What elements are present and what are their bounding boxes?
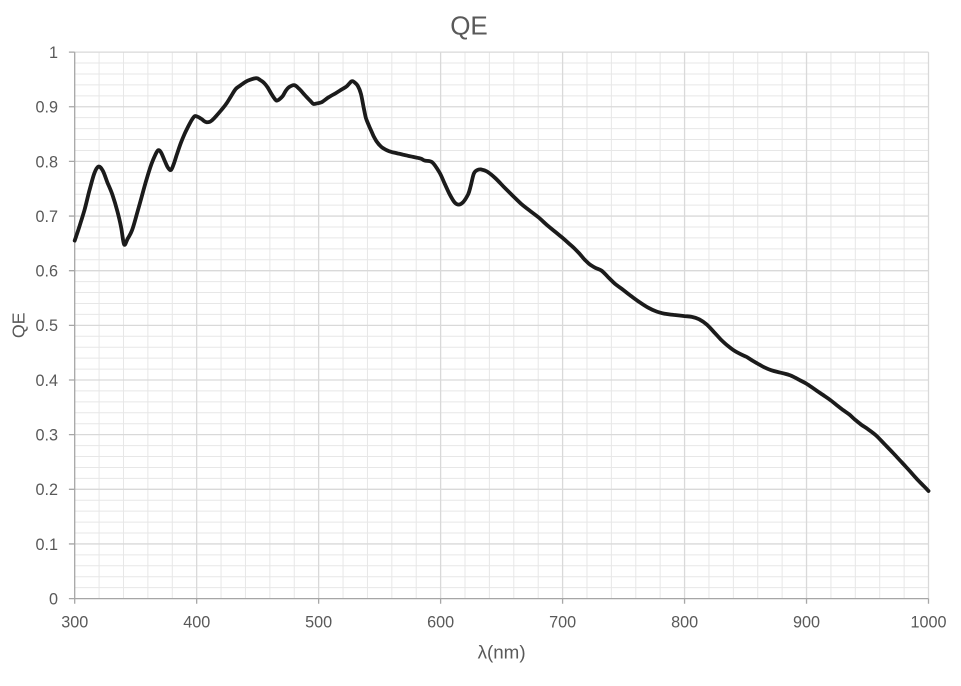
svg-text:0.2: 0.2: [35, 481, 58, 499]
svg-text:400: 400: [183, 614, 210, 632]
svg-text:1: 1: [49, 44, 58, 62]
svg-text:800: 800: [671, 614, 698, 632]
svg-text:1000: 1000: [910, 614, 946, 632]
svg-text:0.3: 0.3: [35, 427, 58, 445]
svg-text:0.1: 0.1: [35, 536, 58, 554]
svg-text:0.4: 0.4: [35, 372, 58, 390]
svg-text:0.8: 0.8: [35, 153, 58, 171]
svg-text:500: 500: [305, 614, 332, 632]
svg-text:QE: QE: [9, 312, 29, 338]
svg-text:300: 300: [61, 614, 88, 632]
svg-text:λ(nm): λ(nm): [478, 642, 526, 663]
svg-text:0.9: 0.9: [35, 99, 58, 117]
svg-text:0.5: 0.5: [35, 317, 58, 335]
svg-text:0.6: 0.6: [35, 263, 58, 281]
svg-text:0: 0: [49, 591, 58, 609]
svg-text:900: 900: [793, 614, 820, 632]
svg-text:600: 600: [427, 614, 454, 632]
svg-text:0.7: 0.7: [35, 208, 58, 226]
svg-text:700: 700: [549, 614, 576, 632]
svg-text:QE: QE: [450, 11, 488, 41]
